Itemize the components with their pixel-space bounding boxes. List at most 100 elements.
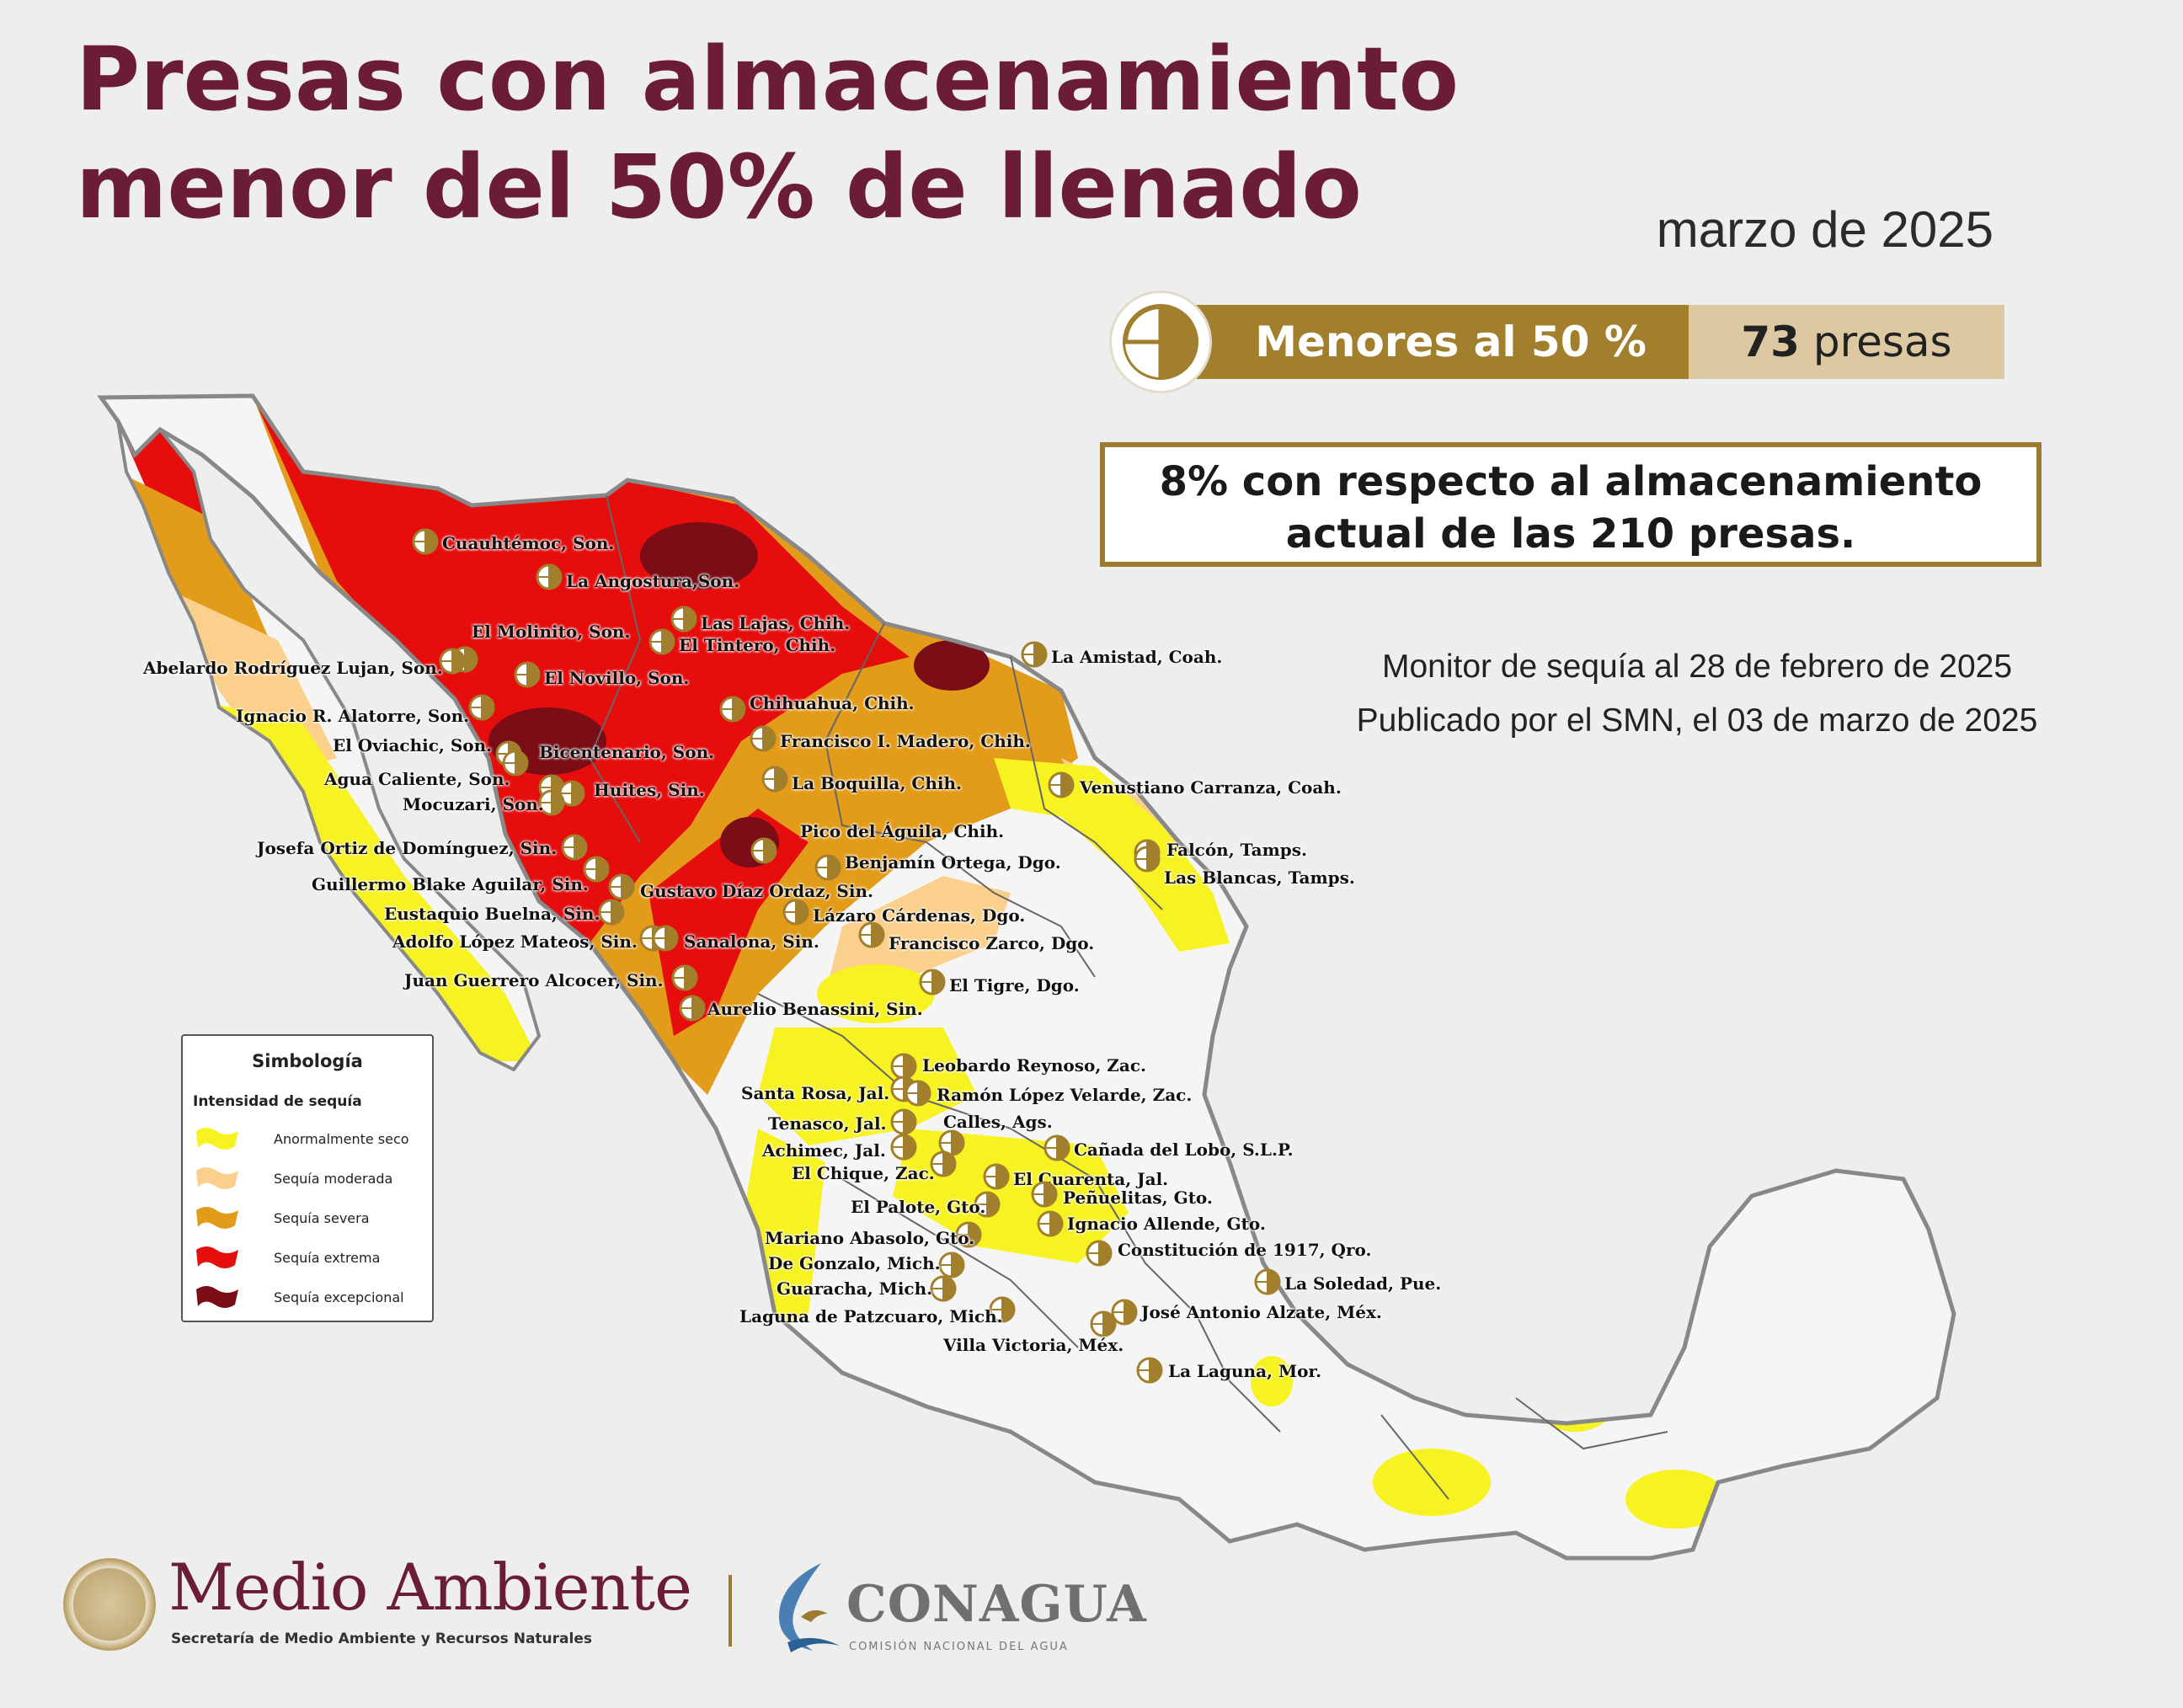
dam-marker-icon[interactable] — [561, 834, 588, 861]
dam-marker-icon[interactable] — [919, 969, 946, 995]
conagua-logo-name: CONAGUA — [846, 1575, 1147, 1634]
dam-marker-icon[interactable] — [583, 856, 610, 883]
dam-label: Benjamín Ortega, Dgo. — [845, 852, 1061, 873]
legend-swatch — [196, 1167, 238, 1189]
dam-marker-icon[interactable] — [1021, 641, 1048, 668]
dam-marker-icon[interactable] — [679, 995, 706, 1022]
dam-label: Santa Rosa, Jal. — [741, 1083, 890, 1103]
dam-marker-icon[interactable] — [1031, 1181, 1058, 1208]
dam-marker-icon[interactable] — [938, 1129, 965, 1156]
dam-marker-icon[interactable] — [905, 1080, 931, 1107]
dam-label: Villa Victoria, Méx. — [943, 1335, 1124, 1355]
dam-marker-icon[interactable] — [1090, 1310, 1117, 1337]
dam-marker-icon[interactable] — [930, 1150, 957, 1177]
legend-item-exceptional: Sequía excepcional — [193, 1283, 429, 1316]
monitor-line-1: Monitor de sequía al 28 de febrero de 20… — [1381, 649, 2013, 685]
dam-label: Ignacio R. Alatorre, Son. — [236, 706, 470, 726]
dam-marker-icon[interactable] — [955, 1221, 982, 1248]
dam-marker-icon[interactable] — [750, 725, 777, 752]
dam-marker-icon[interactable] — [671, 964, 698, 991]
dam-label: Tenasco, Jal. — [768, 1113, 887, 1134]
dam-label: La Soledad, Pue. — [1284, 1273, 1442, 1294]
dam-marker-icon[interactable] — [598, 899, 625, 926]
semarnat-logo: Medio Ambiente Secretaría de Medio Ambie… — [63, 1550, 737, 1659]
title-line-2: menor del 50% de llenado — [76, 136, 1362, 238]
dam-marker-icon[interactable] — [652, 925, 679, 952]
dam-marker-icon[interactable] — [890, 1134, 917, 1161]
dam-label: El Tigre, Dgo. — [949, 975, 1080, 995]
dam-label: Cuauhtémoc, Son. — [442, 533, 615, 553]
dam-marker-icon[interactable] — [989, 1296, 1016, 1323]
mexico-seal-icon — [63, 1558, 156, 1651]
dam-marker-icon[interactable] — [502, 750, 529, 777]
dam-label: Leobardo Reynoso, Zac. — [922, 1055, 1146, 1076]
dam-marker-icon[interactable] — [983, 1163, 1010, 1190]
dam-label: El Chique, Zac. — [792, 1163, 935, 1183]
date-label: marzo de 2025 — [1656, 201, 1994, 258]
legend-title: Simbología — [252, 1051, 363, 1071]
dam-marker-icon[interactable] — [514, 661, 541, 688]
dam-marker-icon[interactable] — [761, 766, 788, 793]
dam-label: Huites, Sin. — [594, 780, 705, 800]
dam-label: Bicentenario, Son. — [539, 742, 715, 762]
map-legend: Simbología Intensidad de sequía Anormalm… — [181, 1034, 434, 1322]
dam-label: Falcón, Tamps. — [1166, 840, 1307, 860]
dam-marker-icon[interactable] — [1254, 1268, 1281, 1295]
dam-marker-icon[interactable] — [858, 921, 885, 948]
dam-label: Las Blancas, Tamps. — [1164, 867, 1355, 888]
dam-marker-icon[interactable] — [1086, 1240, 1113, 1267]
dam-label: Calles, Ags. — [943, 1112, 1053, 1132]
storage-info-box: 8% con respecto al almacenamiento actual… — [1100, 442, 2042, 567]
dam-marker-icon[interactable] — [814, 854, 841, 881]
dam-marker-icon[interactable] — [412, 528, 439, 555]
dam-label: La Angostura,Son. — [566, 571, 740, 591]
dam-label: Juan Guerrero Alcocer, Sin. — [404, 970, 664, 990]
legend-label: Sequía excepcional — [274, 1289, 404, 1305]
dam-marker-icon[interactable] — [938, 1252, 965, 1278]
dam-marker-icon[interactable] — [1048, 771, 1075, 798]
dam-marker-icon[interactable] — [538, 789, 565, 816]
legend-swatch — [196, 1207, 238, 1229]
dam-label: Sanalona, Sin. — [684, 931, 819, 952]
dam-label: Constitución de 1917, Qro. — [1118, 1240, 1372, 1260]
summary-label: Menores al 50 % — [1255, 318, 1647, 366]
dam-marker-icon[interactable] — [782, 899, 809, 926]
dam-marker-icon[interactable] — [750, 837, 777, 864]
dam-marker-icon[interactable] — [536, 563, 563, 590]
title-line-1: Presas con almacenamiento — [76, 28, 1460, 131]
dam-marker-icon[interactable] — [1134, 846, 1161, 873]
dam-marker-icon[interactable] — [670, 606, 697, 632]
dam-marker-icon[interactable] — [719, 696, 746, 723]
dam-label: La Boquilla, Chih. — [792, 773, 962, 793]
dam-label: Aurelio Benassini, Sin. — [707, 999, 923, 1019]
summary-bar: Menores al 50 % 73 presas — [1112, 293, 2004, 391]
dam-label: José Antonio Alzate, Méx. — [1141, 1302, 1382, 1322]
dam-marker-icon[interactable] — [1136, 1357, 1163, 1384]
legend-swatch — [196, 1128, 238, 1150]
dam-marker-icon[interactable] — [1111, 1299, 1138, 1326]
dam-marker-icon[interactable] — [439, 648, 466, 675]
dam-marker-icon[interactable] — [974, 1191, 1001, 1218]
dam-label: Venustiano Carranza, Coah. — [1080, 777, 1342, 798]
dam-marker-icon[interactable] — [890, 1108, 917, 1135]
dam-marker-icon[interactable] — [1043, 1134, 1070, 1161]
dam-label: Adolfo López Mateos, Sin. — [392, 931, 638, 952]
conagua-wave-icon — [779, 1563, 840, 1652]
dam-marker-icon[interactable] — [608, 873, 635, 900]
dam-marker-icon[interactable] — [468, 694, 495, 721]
dam-marker-icon[interactable] — [930, 1275, 957, 1302]
dam-label: Gustavo Díaz Ordaz, Sin. — [640, 881, 873, 901]
legend-label: Sequía moderada — [274, 1171, 393, 1187]
dam-label: El Tintero, Chih. — [679, 635, 836, 655]
dam-marker-icon[interactable] — [1037, 1210, 1064, 1237]
legend-subtitle: Intensidad de sequía — [193, 1093, 362, 1110]
dam-label: Abelardo Rodríguez Lujan, Son. — [143, 658, 443, 678]
monitor-line-2: Publicado por el SMN, el 03 de marzo de … — [1356, 702, 2038, 739]
conagua-logo: CONAGUA COMISIÓN NACIONAL DEL AGUA — [762, 1558, 1146, 1659]
legend-item-extreme: Sequía extrema — [193, 1243, 429, 1277]
dam-marker-icon[interactable] — [890, 1053, 917, 1080]
legend-label: Sequía severa — [274, 1210, 370, 1226]
dam-marker-icon[interactable] — [648, 628, 675, 655]
dam-label: Chihuahua, Chih. — [750, 693, 915, 713]
dam-label: El Palote, Gto. — [851, 1197, 986, 1217]
